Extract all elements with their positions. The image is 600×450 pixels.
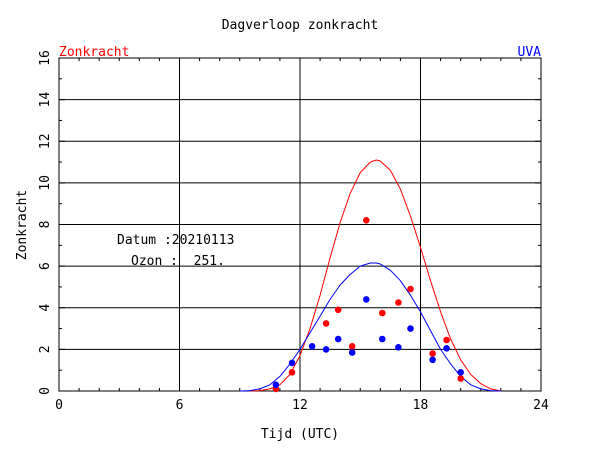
point-uva-gemeten-0 — [272, 381, 280, 389]
point-uva-gemeten-4 — [334, 335, 342, 343]
series-line-uva — [239, 262, 501, 392]
datum-annotation: Datum :20210113 — [117, 233, 234, 248]
point-uva-gemeten-3 — [322, 346, 330, 353]
x-tick-label-0: 0 — [55, 398, 63, 413]
point-zonkracht-gemeten-7 — [395, 299, 402, 306]
y-tick-label-1: 2 — [38, 345, 53, 353]
point-uva-gemeten-9 — [407, 325, 414, 332]
point-uva-gemeten-10 — [429, 356, 436, 364]
y-tick-label-6: 12 — [38, 133, 53, 149]
point-zonkracht-gemeten-1 — [288, 369, 296, 376]
grid — [59, 58, 541, 391]
legend-zonkracht: Zonkracht — [59, 45, 129, 60]
y-tick-label-0: 0 — [38, 387, 53, 395]
x-axis-label: Tijd (UTC) — [261, 427, 339, 442]
y-tick-label-5: 10 — [38, 175, 53, 191]
x-tick-label-3: 18 — [413, 398, 429, 413]
point-zonkracht-gemeten-9 — [429, 350, 436, 357]
point-uva-gemeten-2 — [308, 343, 316, 350]
point-zonkracht-gemeten-11 — [457, 375, 465, 382]
series — [239, 159, 501, 393]
y-tick-label-8: 16 — [38, 50, 53, 66]
point-uva-gemeten-1 — [288, 359, 296, 367]
y-tick-label-3: 6 — [38, 262, 53, 270]
point-zonkracht-gemeten-5 — [363, 217, 370, 224]
point-uva-gemeten-8 — [395, 344, 402, 351]
y-tick-label-7: 14 — [38, 92, 53, 108]
x-tick-label-2: 12 — [292, 398, 308, 413]
point-zonkracht-gemeten-2 — [322, 320, 330, 327]
series-line-zonkracht — [249, 159, 501, 392]
plot-frame — [58, 57, 542, 392]
legend-uva: UVA — [518, 45, 542, 60]
point-zonkracht-gemeten-6 — [379, 309, 386, 317]
point-zonkracht-gemeten-8 — [407, 285, 414, 293]
point-uva-gemeten-7 — [379, 335, 386, 343]
point-zonkracht-gemeten-10 — [443, 336, 450, 344]
point-uva-gemeten-6 — [363, 296, 370, 303]
y-tick-label-2: 4 — [38, 304, 53, 312]
y-axis-label: Zonkracht — [15, 190, 30, 260]
chart-title: Dagverloop zonkracht — [222, 18, 379, 33]
x-tick-label-4: 24 — [533, 398, 549, 413]
point-uva-gemeten-5 — [348, 349, 356, 356]
point-uva-gemeten-12 — [457, 369, 465, 376]
ozon-annotation: Ozon : 251. — [131, 254, 225, 269]
x-tick-label-1: 6 — [176, 398, 184, 413]
point-zonkracht-gemeten-4 — [348, 343, 356, 350]
point-uva-gemeten-11 — [443, 345, 450, 352]
point-zonkracht-gemeten-3 — [334, 306, 342, 314]
y-tick-label-4: 8 — [38, 221, 53, 229]
